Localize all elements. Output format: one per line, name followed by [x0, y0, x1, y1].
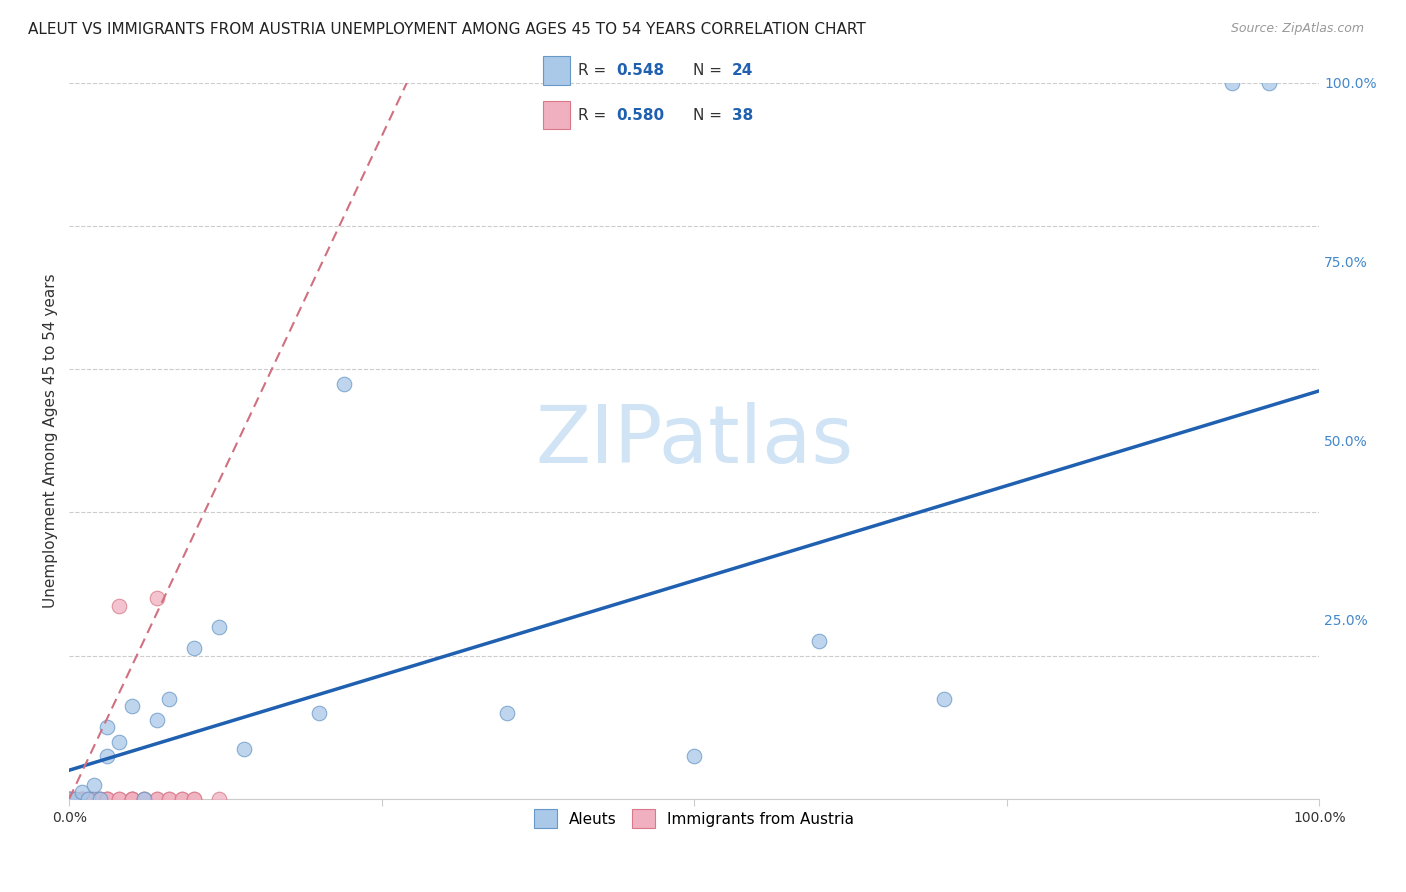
- Point: [208, 620, 231, 634]
- Point: [170, 792, 193, 806]
- Point: [1258, 76, 1281, 90]
- Point: [77, 792, 100, 806]
- Point: [934, 691, 956, 706]
- Point: [70, 792, 93, 806]
- Text: ZIPatlas: ZIPatlas: [536, 402, 853, 480]
- Point: [170, 792, 193, 806]
- Point: [70, 792, 93, 806]
- Point: [208, 792, 231, 806]
- Text: R =: R =: [578, 63, 612, 78]
- Point: [96, 792, 118, 806]
- Point: [89, 792, 111, 806]
- Point: [96, 720, 118, 734]
- Y-axis label: Unemployment Among Ages 45 to 54 years: Unemployment Among Ages 45 to 54 years: [44, 274, 58, 608]
- Point: [65, 792, 87, 806]
- Point: [121, 698, 143, 713]
- Point: [121, 792, 143, 806]
- Point: [70, 792, 93, 806]
- FancyBboxPatch shape: [543, 56, 569, 85]
- Point: [58, 792, 80, 806]
- Point: [65, 792, 87, 806]
- Point: [308, 706, 330, 720]
- Point: [96, 792, 118, 806]
- Point: [77, 792, 100, 806]
- Point: [183, 792, 205, 806]
- Point: [134, 792, 156, 806]
- Point: [183, 792, 205, 806]
- Point: [121, 792, 143, 806]
- Point: [108, 792, 131, 806]
- Point: [70, 792, 93, 806]
- Point: [89, 792, 111, 806]
- Point: [1220, 76, 1243, 90]
- Point: [134, 792, 156, 806]
- Point: [108, 734, 131, 748]
- Point: [77, 792, 100, 806]
- Text: N =: N =: [693, 63, 727, 78]
- Text: N =: N =: [693, 108, 727, 122]
- Point: [65, 792, 87, 806]
- Point: [58, 792, 80, 806]
- Point: [83, 792, 105, 806]
- Text: ALEUT VS IMMIGRANTS FROM AUSTRIA UNEMPLOYMENT AMONG AGES 45 TO 54 YEARS CORRELAT: ALEUT VS IMMIGRANTS FROM AUSTRIA UNEMPLO…: [28, 22, 866, 37]
- Text: Source: ZipAtlas.com: Source: ZipAtlas.com: [1230, 22, 1364, 36]
- Point: [121, 792, 143, 806]
- Point: [134, 792, 156, 806]
- Point: [145, 792, 167, 806]
- Point: [808, 634, 831, 648]
- Point: [121, 792, 143, 806]
- Point: [145, 591, 167, 606]
- Point: [157, 792, 180, 806]
- Point: [96, 792, 118, 806]
- Point: [58, 792, 80, 806]
- Point: [183, 641, 205, 656]
- Point: [683, 748, 706, 763]
- Point: [83, 792, 105, 806]
- Point: [58, 792, 80, 806]
- Point: [145, 713, 167, 727]
- Text: R =: R =: [578, 108, 612, 122]
- Point: [495, 706, 517, 720]
- Point: [96, 748, 118, 763]
- Point: [333, 376, 356, 391]
- Text: 0.580: 0.580: [616, 108, 665, 122]
- Point: [233, 741, 256, 756]
- Point: [145, 792, 167, 806]
- Point: [58, 792, 80, 806]
- Point: [157, 792, 180, 806]
- Text: 0.548: 0.548: [616, 63, 665, 78]
- Point: [70, 785, 93, 799]
- Point: [157, 691, 180, 706]
- FancyBboxPatch shape: [543, 101, 569, 129]
- Text: 38: 38: [731, 108, 754, 122]
- Text: 24: 24: [731, 63, 754, 78]
- Legend: Aleuts, Immigrants from Austria: Aleuts, Immigrants from Austria: [529, 804, 860, 834]
- Point: [108, 599, 131, 613]
- Point: [108, 792, 131, 806]
- Point: [83, 777, 105, 791]
- Point: [89, 792, 111, 806]
